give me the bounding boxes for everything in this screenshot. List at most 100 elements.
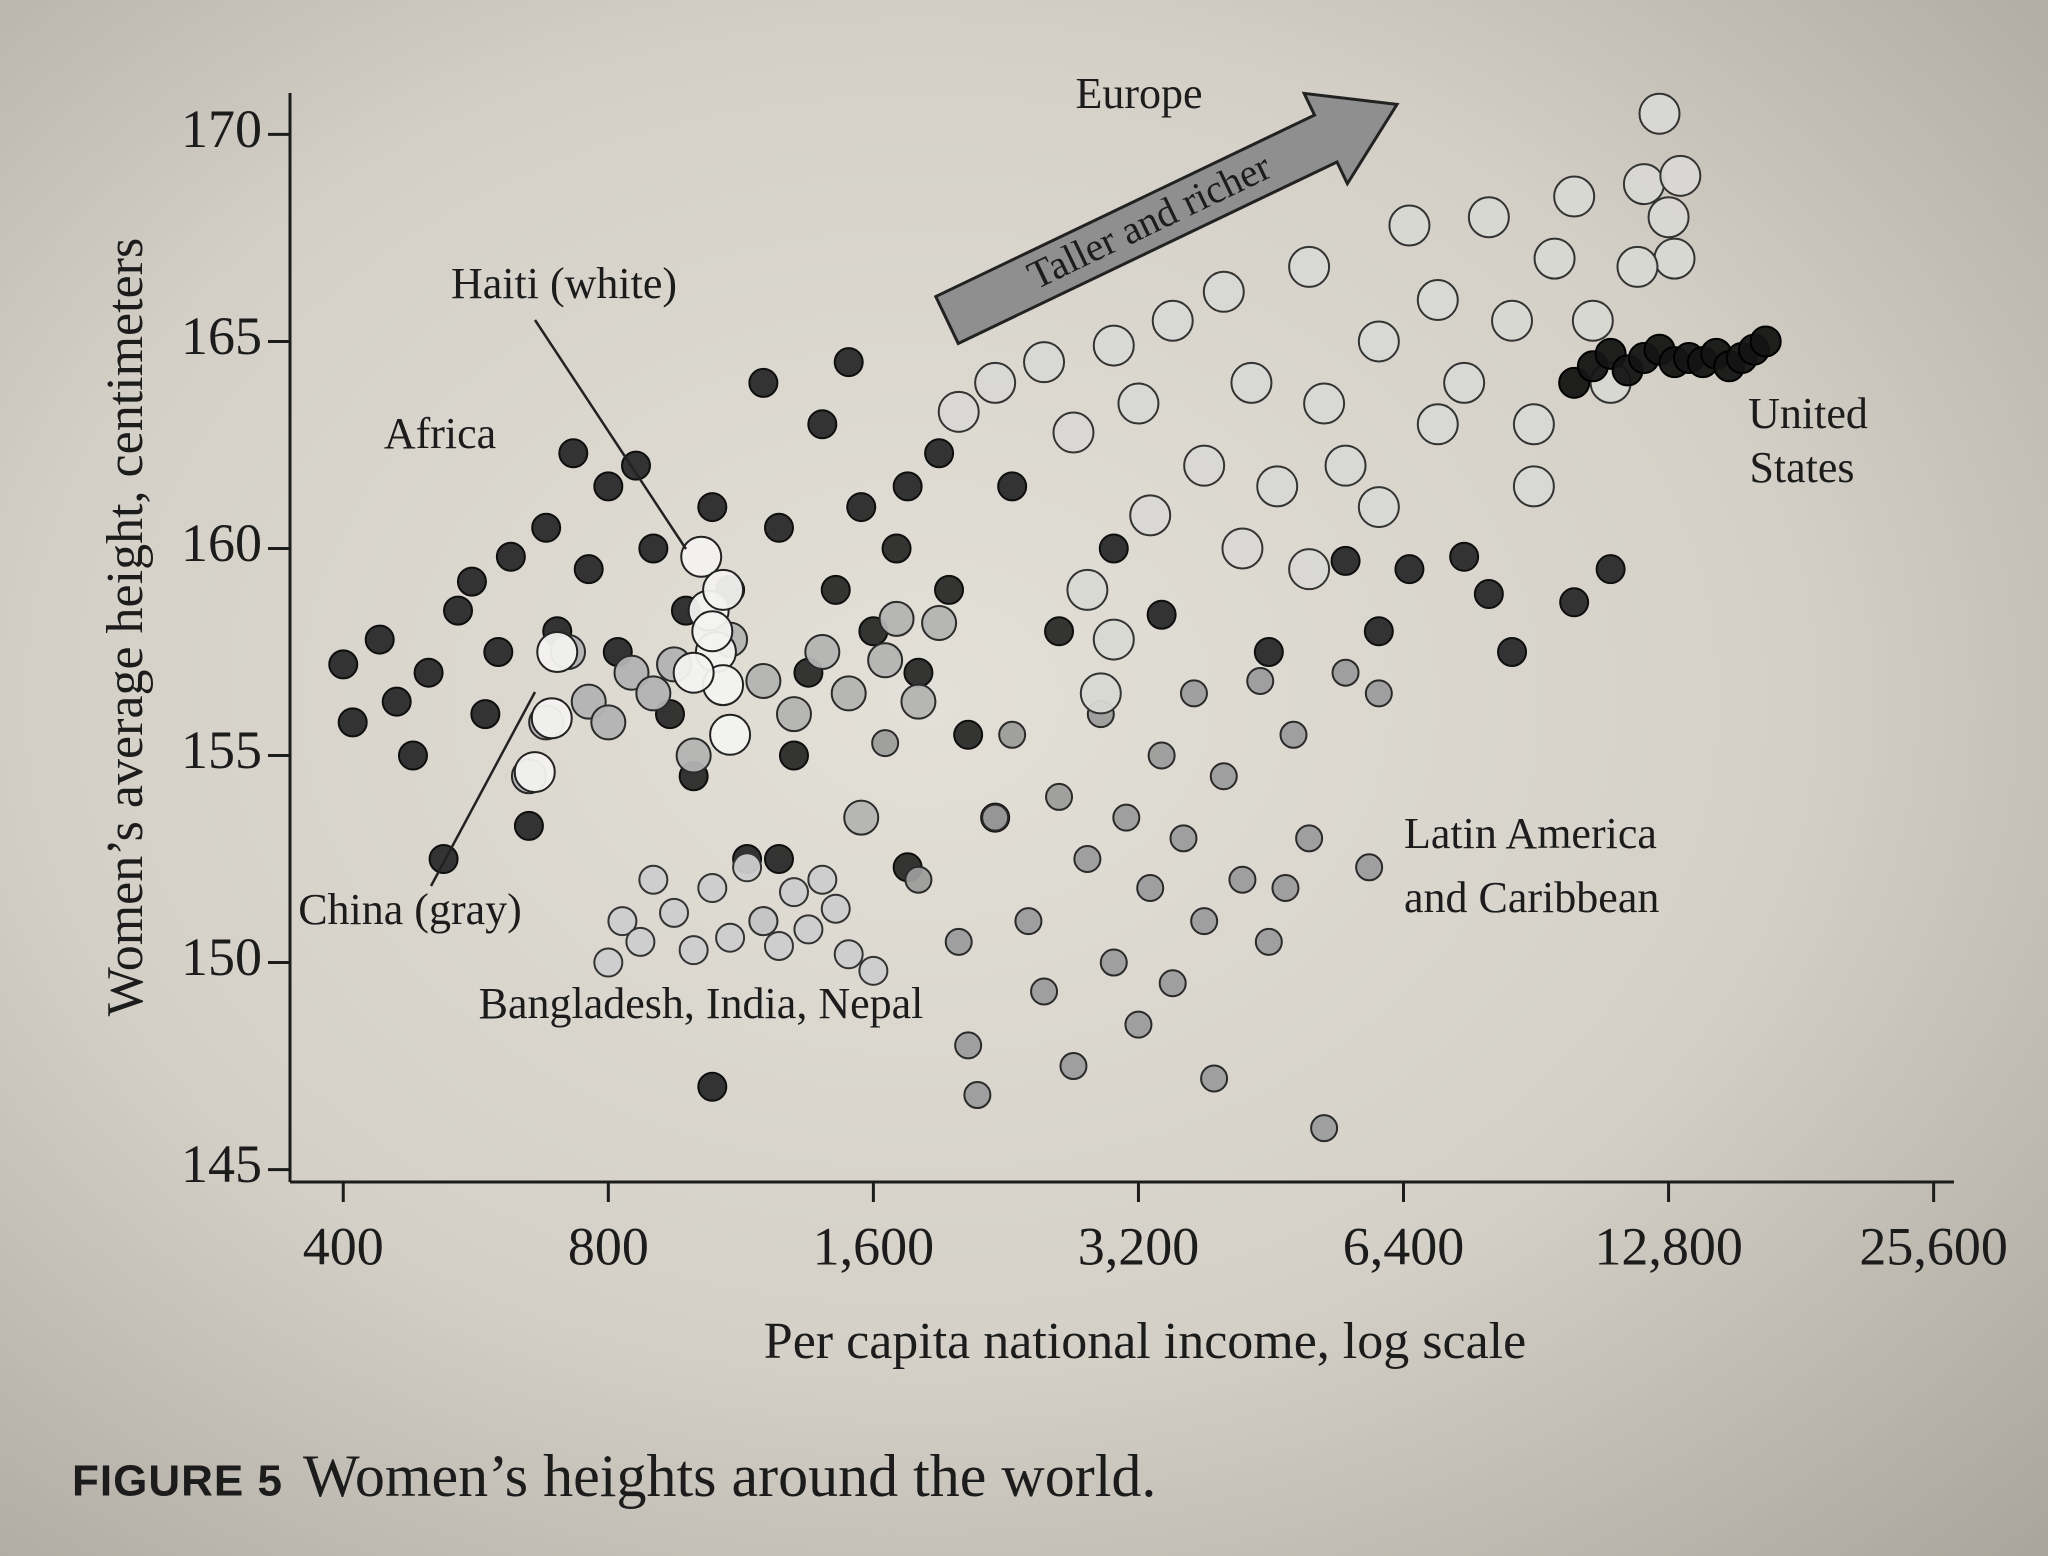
point [1066, 568, 1109, 611]
point [1416, 403, 1459, 446]
point [937, 390, 980, 433]
point [1221, 527, 1264, 570]
y-tick-label: 145 [181, 1134, 262, 1194]
point [1647, 196, 1690, 239]
point [1158, 969, 1187, 998]
point [804, 633, 841, 670]
point [833, 939, 864, 970]
y-tick-label: 170 [181, 99, 262, 159]
point [530, 697, 573, 740]
point [607, 906, 638, 937]
point [1253, 636, 1284, 667]
point [625, 926, 656, 957]
point [1331, 658, 1360, 687]
plot-area [328, 92, 1782, 1143]
point [1616, 245, 1659, 288]
y-tick-label: 160 [181, 513, 262, 573]
point [593, 471, 624, 502]
annotation: and Caribbean [1404, 873, 1659, 922]
point [830, 675, 867, 712]
point [397, 740, 428, 771]
point [1183, 444, 1226, 487]
arrow-shape [933, 91, 1400, 346]
point [364, 624, 395, 655]
point [1190, 907, 1219, 936]
point [1303, 382, 1346, 425]
point [974, 361, 1017, 404]
x-tick-label: 25,600 [1859, 1216, 2008, 1276]
point [1099, 948, 1128, 977]
point [1295, 824, 1324, 853]
point [1324, 444, 1367, 487]
point [1014, 907, 1043, 936]
point [807, 864, 838, 895]
point [1559, 587, 1590, 618]
point [867, 642, 904, 679]
point [1310, 1114, 1339, 1143]
annotation: Taller and richer [1020, 143, 1277, 298]
point [1079, 672, 1122, 715]
point [337, 707, 368, 738]
point [1073, 845, 1102, 874]
point [878, 600, 915, 637]
point [748, 367, 779, 398]
point [1098, 533, 1129, 564]
point [428, 844, 459, 875]
point [590, 704, 627, 741]
point [1169, 824, 1198, 853]
x-tick-label: 800 [568, 1216, 649, 1276]
point [858, 955, 889, 986]
point [638, 864, 669, 895]
point [443, 595, 474, 626]
point [1271, 874, 1300, 903]
point [573, 554, 604, 585]
y-axis-label: Women’s average height, centimeters [97, 238, 154, 1016]
point [672, 651, 715, 694]
point [1246, 666, 1275, 695]
point [470, 699, 501, 730]
annotation: Africa [384, 409, 496, 458]
point [495, 541, 526, 572]
leader-line [429, 691, 537, 887]
annotation: China (gray) [298, 885, 522, 934]
point [620, 450, 651, 481]
point [763, 844, 794, 875]
point [1146, 599, 1177, 630]
point [1059, 1052, 1088, 1081]
point [1151, 299, 1194, 342]
point [763, 930, 794, 961]
point [903, 657, 934, 688]
point [745, 662, 782, 699]
point [1659, 154, 1702, 197]
point [1533, 237, 1576, 280]
point [1112, 803, 1141, 832]
point [691, 610, 734, 653]
point [763, 512, 794, 543]
point [678, 935, 709, 966]
point [892, 471, 923, 502]
point [954, 1031, 983, 1060]
point [1288, 548, 1331, 591]
point [1202, 270, 1245, 313]
point [513, 751, 556, 794]
point [820, 893, 851, 924]
point [1394, 554, 1425, 585]
point [1045, 782, 1074, 811]
point [778, 740, 809, 771]
point [1124, 1010, 1153, 1039]
point [1136, 874, 1165, 903]
point [1052, 411, 1095, 454]
point [871, 729, 900, 758]
point [900, 683, 937, 720]
point [807, 409, 838, 440]
point [328, 649, 359, 680]
point [953, 719, 984, 750]
annotation: Haiti (white) [451, 259, 677, 308]
x-tick-label: 400 [303, 1216, 384, 1276]
x-tick-label: 6,400 [1343, 1216, 1465, 1276]
point [1416, 279, 1459, 322]
point [1023, 341, 1066, 384]
point [843, 799, 880, 836]
point [1355, 853, 1384, 882]
point [846, 492, 877, 523]
